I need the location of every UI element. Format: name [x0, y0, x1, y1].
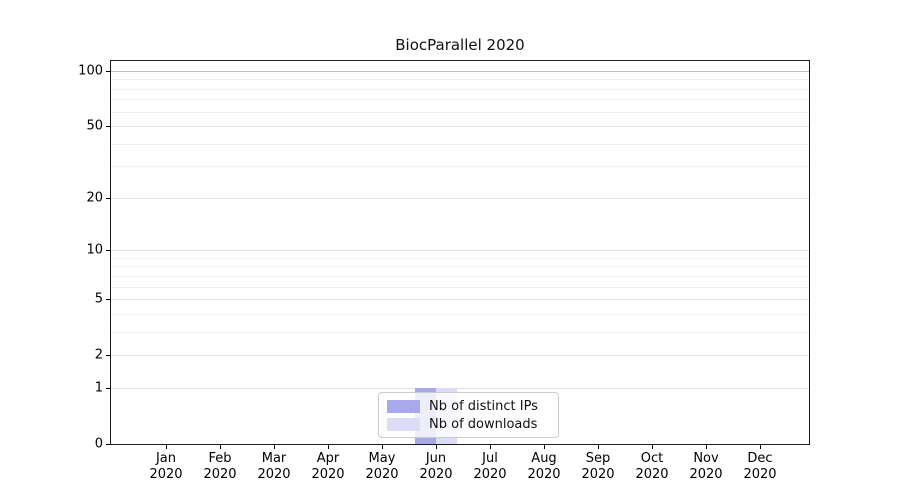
legend: Nb of distinct IPs Nb of downloads [378, 392, 559, 438]
x-tick-month-apr: Apr [316, 451, 340, 466]
x-tick-year-nov: 2020 [689, 467, 723, 482]
x-tick-jun [436, 445, 437, 449]
y-tick-50 [106, 126, 110, 127]
gridline-y-3 [111, 332, 809, 333]
x-tick-month-oct: Oct [640, 451, 664, 466]
y-tick-label-2: 2 [94, 347, 103, 363]
legend-swatch-downloads-icon [387, 417, 420, 431]
x-tick-year-jun: 2020 [419, 467, 453, 482]
x-tick-jul [490, 445, 491, 449]
y-tick-label-10: 10 [86, 242, 103, 258]
x-tick-year-jul: 2020 [473, 467, 507, 482]
gridline-y-4 [111, 314, 809, 315]
x-tick-label-nov: Nov 2020 [689, 451, 722, 483]
legend-item-downloads: Nb of downloads [387, 415, 550, 433]
gridline-y-5 [111, 299, 809, 300]
gridline-y-40 [111, 144, 809, 145]
x-tick-sep [598, 445, 599, 449]
y-tick-1 [106, 388, 110, 389]
x-tick-label-oct: Oct 2020 [635, 451, 668, 483]
x-tick-month-aug: Aug [531, 451, 557, 466]
x-tick-nov [706, 445, 707, 449]
y-tick-label-20: 20 [86, 190, 103, 206]
gridline-y-60 [111, 112, 809, 113]
legend-label-downloads: Nb of downloads [429, 416, 538, 432]
y-tick-label-1: 1 [94, 380, 103, 396]
y-tick-0 [106, 444, 110, 445]
gridline-y-100 [111, 71, 809, 72]
gridline-y-80 [111, 89, 809, 90]
gridline-y-8 [111, 266, 809, 267]
x-tick-month-mar: Mar [261, 451, 287, 466]
x-tick-year-aug: 2020 [527, 467, 561, 482]
x-tick-label-jun: Jun 2020 [419, 451, 452, 483]
x-tick-year-apr: 2020 [311, 467, 345, 482]
x-tick-label-aug: Aug 2020 [527, 451, 560, 483]
y-tick-20 [106, 198, 110, 199]
y-tick-label-0: 0 [94, 436, 103, 452]
legend-label-distinct-ips: Nb of distinct IPs [429, 398, 538, 414]
x-tick-dec [760, 445, 761, 449]
y-tick-5 [106, 299, 110, 300]
x-tick-aug [544, 445, 545, 449]
x-tick-label-mar: Mar 2020 [257, 451, 290, 483]
x-tick-label-jan: Jan 2020 [149, 451, 182, 483]
x-tick-label-feb: Feb 2020 [203, 451, 236, 483]
x-tick-feb [220, 445, 221, 449]
gridline-y-6 [111, 287, 809, 288]
x-tick-label-may: May 2020 [365, 451, 398, 483]
legend-item-distinct-ips: Nb of distinct IPs [387, 397, 550, 415]
y-tick-label-5: 5 [94, 291, 103, 307]
x-tick-year-mar: 2020 [257, 467, 291, 482]
x-tick-month-feb: Feb [208, 451, 232, 466]
y-tick-label-100: 100 [78, 63, 103, 79]
x-tick-year-feb: 2020 [203, 467, 237, 482]
legend-swatch-distinct-ips-icon [387, 399, 420, 413]
x-tick-oct [652, 445, 653, 449]
x-tick-month-dec: Dec [747, 451, 773, 466]
gridline-y-2 [111, 355, 809, 356]
x-tick-apr [328, 445, 329, 449]
x-tick-label-sep: Sep 2020 [581, 451, 614, 483]
x-tick-month-may: May [368, 451, 396, 466]
x-tick-year-sep: 2020 [581, 467, 615, 482]
x-tick-year-jan: 2020 [149, 467, 183, 482]
x-tick-month-jul: Jul [482, 451, 498, 466]
x-tick-month-jan: Jan [155, 451, 177, 466]
gridline-y-70 [111, 99, 809, 100]
chart-title: BiocParallel 2020 [395, 36, 525, 54]
x-tick-year-dec: 2020 [743, 467, 777, 482]
gridline-y-1 [111, 388, 809, 389]
x-tick-year-may: 2020 [365, 467, 399, 482]
gridline-y-7 [111, 276, 809, 277]
y-tick-100 [106, 71, 110, 72]
x-tick-year-oct: 2020 [635, 467, 669, 482]
x-tick-month-jun: Jun [425, 451, 447, 466]
y-tick-label-50: 50 [86, 118, 103, 134]
gridline-y-90 [111, 79, 809, 80]
plot-area [110, 60, 810, 445]
y-tick-10 [106, 250, 110, 251]
gridline-y-20 [111, 198, 809, 199]
gridline-y-50 [111, 126, 809, 127]
x-tick-jan [166, 445, 167, 449]
gridline-y-30 [111, 166, 809, 167]
x-tick-month-sep: Sep [585, 451, 611, 466]
x-tick-label-apr: Apr 2020 [311, 451, 344, 483]
x-tick-label-dec: Dec 2020 [743, 451, 776, 483]
gridline-y-9 [111, 258, 809, 259]
x-tick-mar [274, 445, 275, 449]
gridline-y-10 [111, 250, 809, 251]
x-tick-may [382, 445, 383, 449]
y-tick-2 [106, 355, 110, 356]
x-tick-label-jul: Jul 2020 [473, 451, 506, 483]
x-tick-month-nov: Nov [693, 451, 719, 466]
